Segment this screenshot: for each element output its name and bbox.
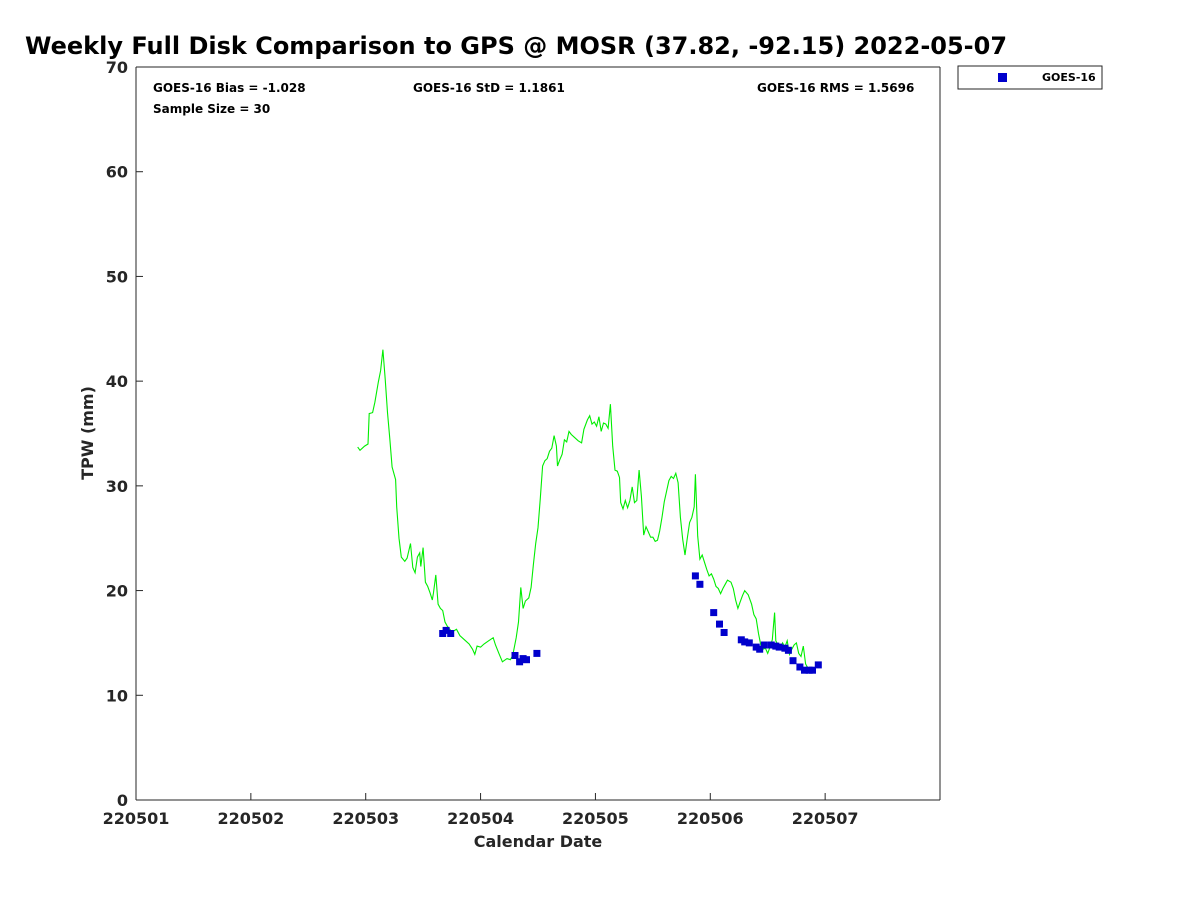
x-tick-label: 220504 [447,809,514,828]
goes16-series-points [439,572,822,674]
legend-box [957,65,1103,90]
y-tick-label: 20 [106,582,128,601]
x-tick-label: 220502 [217,809,284,828]
goes16-point [809,666,816,674]
stat-bias: GOES-16 Bias = -1.028 [153,81,306,95]
goes16-point [801,666,808,674]
goes16-point [760,641,768,649]
x-ticks: 220501 220502 220503 220504 220505 220506 2205… [103,793,859,828]
x-tick-label: 220506 [677,809,744,828]
stat-std: GOES-16 StD = 1.1861 [413,81,565,95]
y-axis-label: TPW (mm) [78,386,97,480]
goes16-point [745,639,753,647]
goes16-point [756,645,764,653]
goes16-point [767,641,775,649]
goes16-point [741,638,749,646]
goes16-point [720,629,728,636]
goes16-point [511,652,519,659]
chart-title: Weekly Full Disk Comparison to GPS @ MOS… [25,32,1007,60]
x-tick-label: 220501 [103,809,170,828]
goes16-point [814,661,822,669]
y-tick-label: 60 [106,163,128,182]
goes16-point [447,630,455,637]
goes16-point [716,620,723,628]
goes16-point [710,609,718,617]
goes16-point [691,572,699,580]
goes16-point [784,646,792,654]
stat-rms: GOES-16 RMS = 1.5696 [757,81,914,95]
x-tick-label: 220503 [332,809,399,828]
stat-sample-size: Sample Size = 30 [153,102,270,116]
goes16-point [523,656,530,664]
legend-label-goes16: GOES-16 [1042,71,1096,84]
goes16-point [789,657,797,665]
y-tick-label: 0 [117,791,128,810]
y-tick-label: 50 [106,267,128,286]
legend: GOES-16 [957,65,1103,90]
x-tick-label: 220507 [792,809,859,828]
goes16-point [696,580,704,588]
y-tick-label: 70 [106,58,128,77]
x-axis-label: Calendar Date [474,832,603,851]
goes16-point [775,643,783,651]
goes16-point [442,626,450,634]
gps-series-line [357,349,813,674]
legend-marker-goes16 [998,73,1007,82]
y-tick-label: 40 [106,372,128,391]
y-tick-label: 30 [106,477,128,496]
y-tick-label: 10 [106,686,128,705]
x-tick-label: 220505 [562,809,629,828]
y-ticks: 0 10 20 30 40 50 60 70 [106,58,143,810]
goes16-point [533,649,541,657]
goes16-point [796,663,804,671]
